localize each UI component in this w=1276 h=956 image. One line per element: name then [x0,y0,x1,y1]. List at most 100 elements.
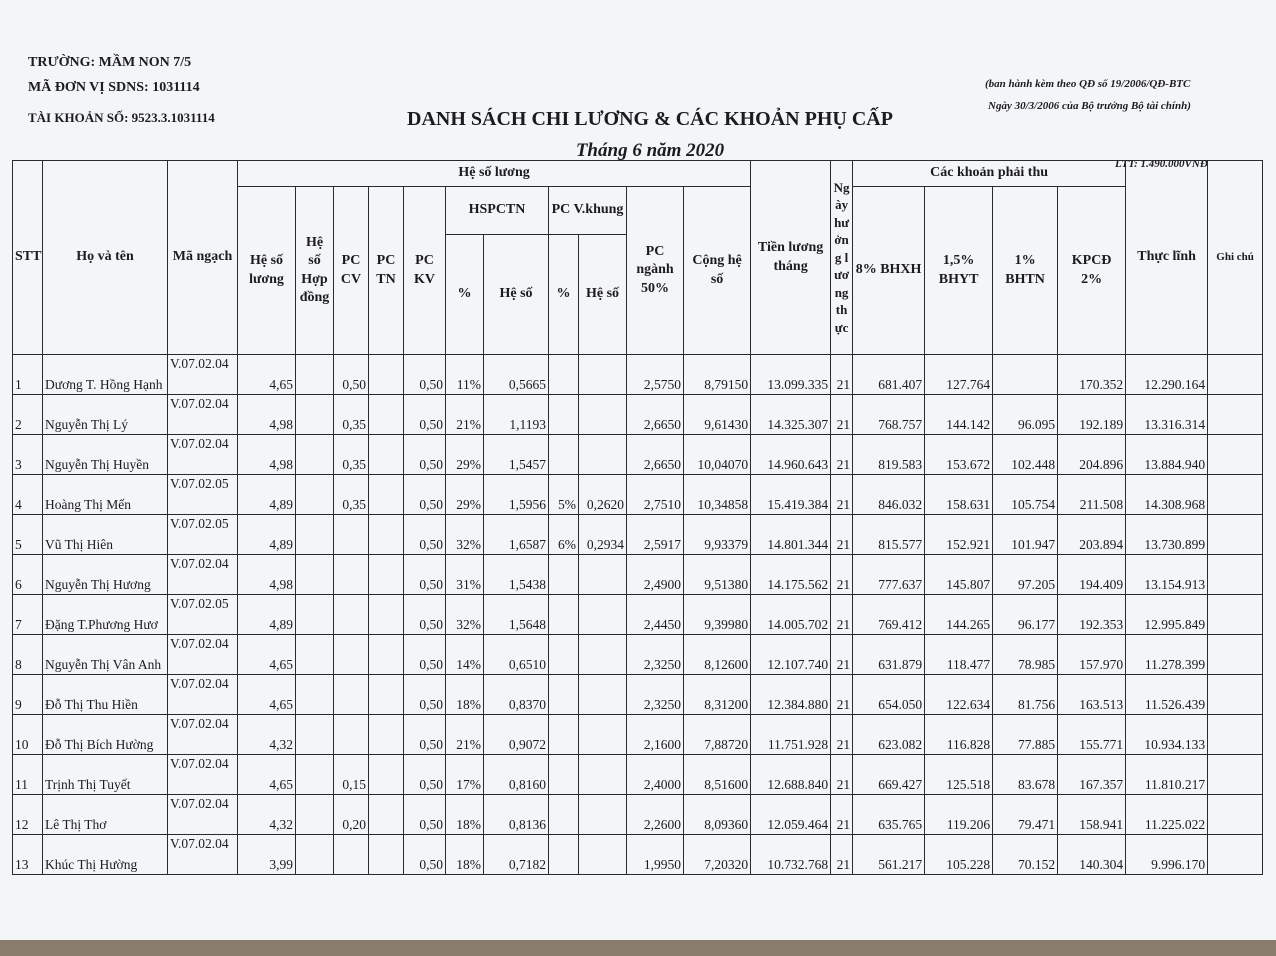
table-cell: 0,15 [333,754,369,795]
table-cell: 2,2600 [626,794,684,835]
table-cell: 119.206 [924,794,994,835]
table-cell: Nguyễn Thị Hương [42,554,168,595]
table-cell: 4,98 [237,394,296,435]
table-cell: V.07.02.05 [167,594,238,635]
empty-cell [578,714,627,755]
table-cell: 17% [445,754,484,795]
empty-cell [1207,794,1264,835]
table-cell: 0,8160 [483,754,549,795]
column-header: Hệ số Hợp đồng [295,186,334,355]
table-row: 5 Vũ Thị Hiên V.07.02.05 4,89 0,50 32% 1,6587 6… [12,514,1264,555]
table-cell: 0,35 [333,434,369,475]
unit-code: MÃ ĐƠN VỊ SDNS: 1031114 [28,80,200,95]
table-cell: 14.005.702 [750,594,832,635]
empty-cell [578,634,627,675]
column-header: STT [12,160,43,355]
table-cell: 681.407 [852,354,926,395]
table-cell: 163.513 [1057,674,1127,715]
column-header: Ngày hưởng lương thực [830,160,854,355]
table-cell: 192.189 [1057,394,1127,435]
table-cell: 8,09360 [682,794,752,835]
table-cell: 9,93379 [682,514,752,555]
table-cell: 769.412 [852,594,926,635]
table-cell: 0,50 [403,394,446,435]
table-cell: 7,20320 [682,834,752,875]
table-cell: 11.526.439 [1125,674,1209,715]
table-cell: 654.050 [852,674,926,715]
table-cell: V.07.02.04 [167,634,238,675]
table-cell: 0,8370 [483,674,549,715]
table-cell: 846.032 [852,474,926,515]
table-cell: 9,61430 [682,394,752,435]
column-header: Cộng hệ số [682,186,752,355]
table-cell: 0,50 [333,354,369,395]
table-cell: 2,7510 [626,474,684,515]
empty-cell [295,714,334,755]
table-cell: 8,79150 [682,354,752,395]
empty-cell [368,714,404,755]
empty-cell [578,754,627,795]
table-cell: 18% [445,794,484,835]
table-cell: 96.177 [992,594,1059,635]
empty-cell [333,554,369,595]
table-cell: Nguyễn Thị Vân Anh [42,634,168,675]
table-cell: 144.265 [924,594,994,635]
table-cell: 13.730.899 [1125,514,1209,555]
column-header: Tiền lương tháng [750,160,832,355]
column-header: PC KV [403,186,446,355]
table-cell: 203.894 [1057,514,1127,555]
account: TÀI KHOẢN SỐ: 9523.3.1031114 [28,110,215,125]
table-cell: 0,50 [403,554,446,595]
empty-cell [368,394,404,435]
table-cell: 819.583 [852,434,926,475]
table-cell: 105.754 [992,474,1059,515]
table-cell: 9,39980 [682,594,752,635]
table-cell: Vũ Thị Hiên [42,514,168,555]
table-row: 12 Lê Thị Thơ V.07.02.04 4,32 0,20 0,50 18% 0,8… [12,794,1264,835]
column-header: 8% BHXH [852,186,926,355]
table-body: 1 Dương T. Hồng Hạnh V.07.02.04 4,65 0,50 0,5… [12,354,1264,875]
table-cell: 14.325.307 [750,394,832,435]
table-cell: 815.577 [852,514,926,555]
table-cell: 2,6650 [626,434,684,475]
table-cell: 10,04070 [682,434,752,475]
table-cell: 0,9072 [483,714,549,755]
table-cell: 1,5648 [483,594,549,635]
table-cell: 127.764 [924,354,994,395]
table-cell: 8,31200 [682,674,752,715]
empty-cell [1207,834,1264,875]
table-cell: 101.947 [992,514,1059,555]
table-cell: 167.357 [1057,754,1127,795]
table-cell: 12.059.464 [750,794,832,835]
table-cell: 2,3250 [626,674,684,715]
empty-cell [1207,394,1264,435]
table-cell: 211.508 [1057,474,1127,515]
table-cell: 21 [830,514,854,555]
table-cell: 21 [830,474,854,515]
payroll-table: STT Họ và tên Mã ngạch Hệ số lương Tiền lươn… [12,160,1264,875]
table-cell: 1,5956 [483,474,549,515]
table-cell: 4,89 [237,514,296,555]
table-cell: 13.316.314 [1125,394,1209,435]
empty-cell [992,354,1059,395]
table-cell: 12 [12,794,43,835]
empty-cell [578,794,627,835]
table-cell: 15.419.384 [750,474,832,515]
empty-cell [548,754,579,795]
table-cell: 0,35 [333,394,369,435]
empty-cell [1207,434,1264,475]
table-row: 11 Trịnh Thị Tuyết V.07.02.04 4,65 0,15 0,50 1… [12,754,1264,795]
header-row: STT Họ và tên Mã ngạch Hệ số lương Tiền lươn… [12,160,1264,355]
empty-cell [368,474,404,515]
table-cell: 9.996.170 [1125,834,1209,875]
table-cell: 125.518 [924,754,994,795]
column-header: PC ngành 50% [626,186,684,355]
empty-cell [368,434,404,475]
table-head: STT Họ và tên Mã ngạch Hệ số lương Tiền lươn… [12,160,1264,355]
empty-cell [368,754,404,795]
column-header: % [445,234,484,355]
table-cell: 170.352 [1057,354,1127,395]
table-cell: 5% [548,474,579,515]
